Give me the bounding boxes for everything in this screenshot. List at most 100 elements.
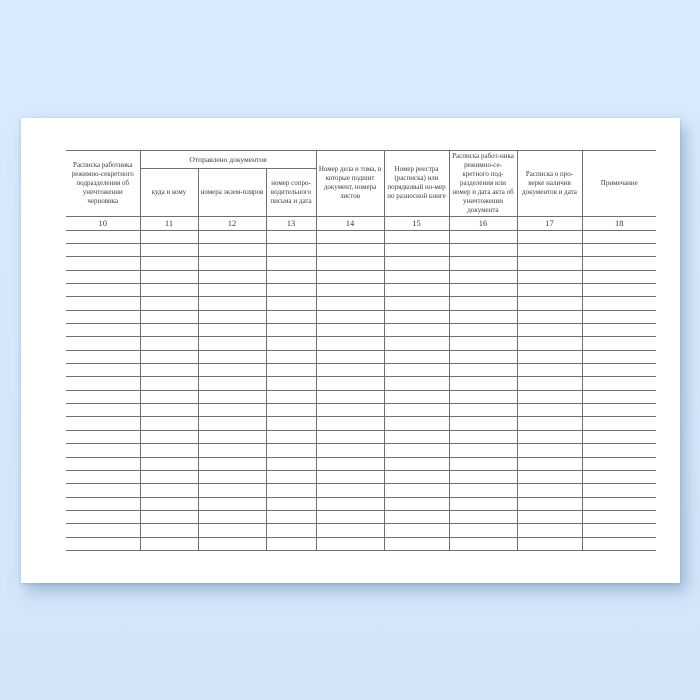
column-number-18: 18 — [581, 215, 656, 231]
header-col18: Примечание — [581, 150, 656, 217]
empty-cell — [516, 509, 583, 525]
empty-cell — [139, 309, 199, 325]
empty-cell — [139, 416, 199, 431]
empty-cell — [581, 416, 656, 431]
header-row-sub: куда и кому номера экзем-пляров номер со… — [66, 168, 656, 217]
empty-cell — [139, 283, 199, 298]
register-table: Расписка работника режимно-секретного по… — [66, 149, 656, 551]
table-row — [66, 389, 656, 405]
empty-cell — [516, 269, 583, 285]
empty-cell — [265, 416, 317, 431]
empty-cell — [383, 429, 450, 445]
empty-cell — [581, 429, 656, 445]
header-col10: Расписка работника режимно-секретного по… — [66, 150, 141, 217]
empty-cell — [66, 269, 141, 285]
empty-cell — [197, 269, 267, 285]
table-row — [66, 349, 656, 365]
empty-cell — [315, 443, 385, 458]
empty-cell — [581, 256, 656, 271]
empty-cell — [581, 296, 656, 311]
empty-cell — [383, 483, 450, 498]
empty-cell — [516, 229, 583, 245]
empty-cell — [66, 443, 141, 458]
empty-cell — [448, 483, 518, 498]
empty-cell — [448, 389, 518, 405]
empty-cell — [516, 416, 583, 431]
empty-cell — [265, 403, 317, 418]
empty-cell — [265, 309, 317, 325]
empty-cell — [315, 509, 385, 525]
empty-cell — [581, 496, 656, 511]
column-number-16: 16 — [448, 215, 518, 231]
empty-cell — [66, 416, 141, 431]
empty-cell — [66, 296, 141, 311]
empty-cell — [265, 456, 317, 471]
empty-cell — [265, 349, 317, 365]
header-col11: куда и кому — [139, 168, 199, 217]
empty-cell — [139, 389, 199, 405]
empty-cell — [139, 296, 199, 311]
empty-cell — [139, 229, 199, 245]
empty-cell — [265, 296, 317, 311]
empty-cell — [581, 243, 656, 258]
empty-cell — [66, 323, 141, 338]
header-col12: номера экзем-пляров — [197, 168, 267, 217]
empty-cell — [516, 536, 583, 551]
empty-cell — [66, 483, 141, 498]
header-col14: Номер дела и тома, в которые подшит доку… — [315, 150, 385, 217]
table-body — [66, 229, 656, 551]
empty-cell — [383, 336, 450, 351]
empty-cell — [448, 296, 518, 311]
empty-cell — [581, 336, 656, 351]
empty-cell — [448, 403, 518, 418]
empty-cell — [197, 296, 267, 311]
empty-cell — [516, 283, 583, 298]
empty-cell — [197, 523, 267, 538]
empty-cell — [66, 456, 141, 471]
table-row — [66, 536, 656, 551]
empty-cell — [197, 469, 267, 485]
empty-cell — [383, 283, 450, 298]
empty-cell — [516, 523, 583, 538]
column-number-13: 13 — [265, 215, 317, 231]
empty-cell — [448, 416, 518, 431]
empty-cell — [383, 349, 450, 365]
empty-cell — [139, 349, 199, 365]
empty-cell — [383, 376, 450, 391]
empty-cell — [66, 229, 141, 245]
empty-cell — [315, 336, 385, 351]
empty-cell — [516, 403, 583, 418]
empty-cell — [448, 269, 518, 285]
empty-cell — [516, 296, 583, 311]
empty-cell — [66, 376, 141, 391]
table-row — [66, 509, 656, 525]
table-header: Расписка работника режимно-секретного по… — [66, 149, 656, 231]
empty-cell — [66, 509, 141, 525]
empty-cell — [448, 469, 518, 485]
column-number-14: 14 — [315, 215, 385, 231]
empty-cell — [448, 283, 518, 298]
empty-cell — [265, 336, 317, 351]
empty-cell — [197, 256, 267, 271]
empty-cell — [197, 483, 267, 498]
table-row — [66, 229, 656, 245]
empty-cell — [139, 376, 199, 391]
empty-cell — [265, 389, 317, 405]
table-row — [66, 376, 656, 391]
column-number-15: 15 — [383, 215, 450, 231]
empty-cell — [448, 243, 518, 258]
empty-cell — [448, 336, 518, 351]
empty-cell — [197, 429, 267, 445]
empty-cell — [265, 376, 317, 391]
column-number-12: 12 — [197, 215, 267, 231]
empty-cell — [66, 363, 141, 378]
empty-cell — [265, 469, 317, 485]
empty-cell — [315, 496, 385, 511]
empty-cell — [448, 523, 518, 538]
header-col15: Номер реестра (расписка) или порядковый … — [383, 150, 450, 217]
empty-cell — [139, 269, 199, 285]
empty-cell — [139, 256, 199, 271]
empty-cell — [315, 429, 385, 445]
empty-cell — [581, 363, 656, 378]
